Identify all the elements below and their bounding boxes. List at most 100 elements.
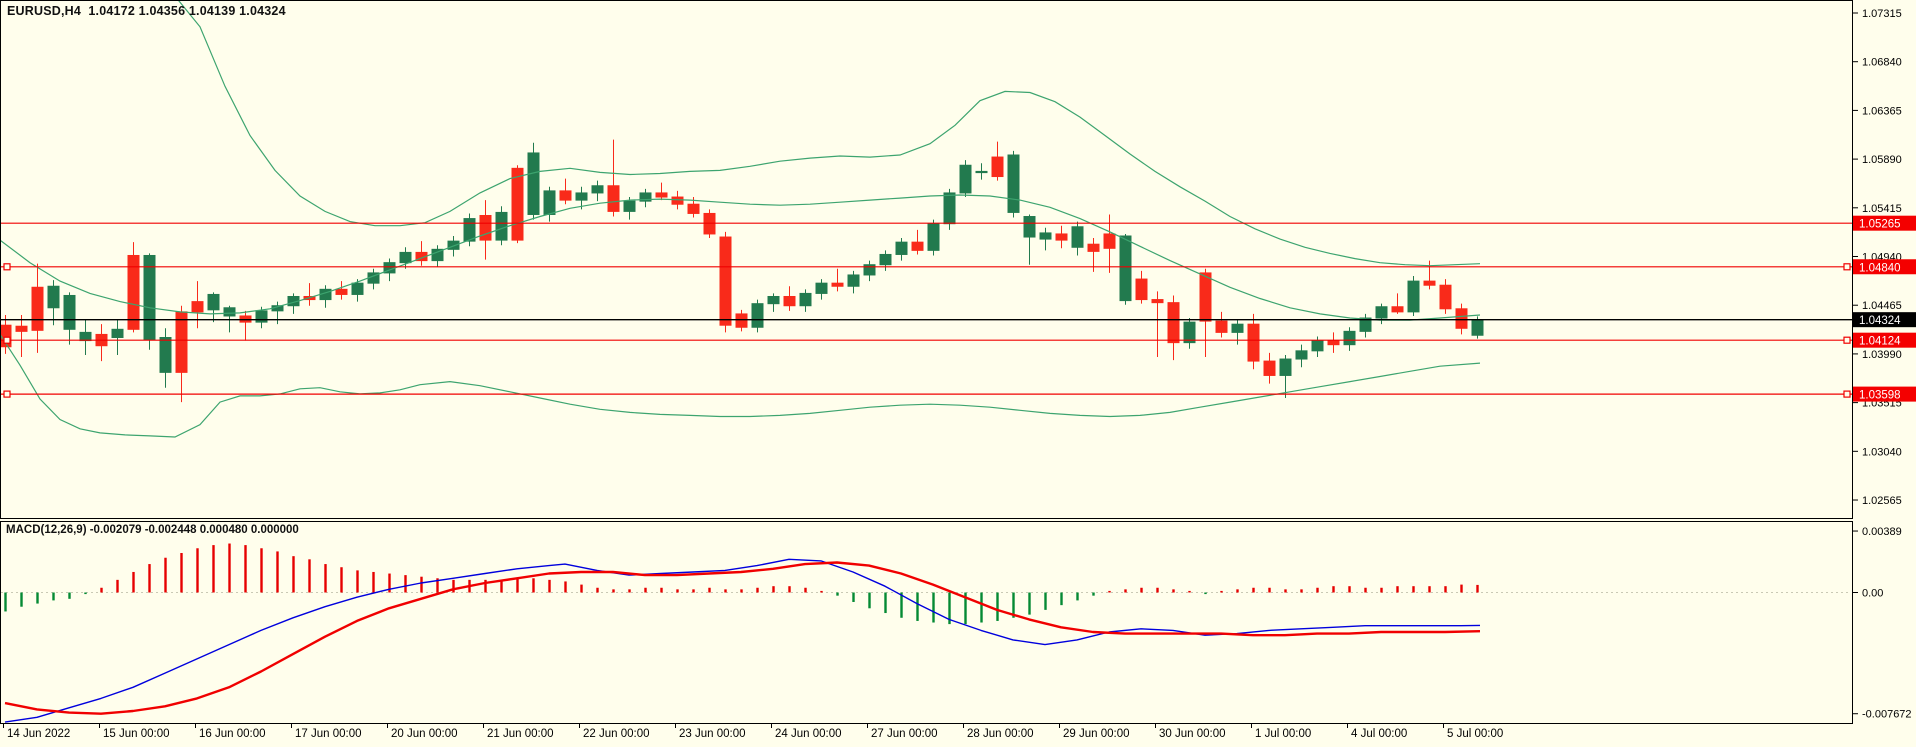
bear-candle [911,241,924,251]
price-axis-label: 1.05415 [1862,203,1902,215]
bear-candle [1391,306,1404,313]
bull-candle [399,251,412,264]
bull-candle [463,218,476,242]
macd-indicator-label: MACD(12,26,9) -0.002079 -0.002448 0.0004… [6,524,299,536]
bear-candle [1167,302,1180,344]
time-axis-label: 22 Jun 00:00 [583,728,650,740]
price-pane-border [0,0,1853,519]
bear-candle [15,325,28,332]
bull-candle [1375,306,1388,319]
macd-main-line [4,558,1481,723]
bear-candle [719,236,732,326]
line-handle[interactable] [1843,336,1851,344]
bear-candle [655,192,668,198]
bull-candle [495,211,508,241]
level-price-tag[interactable] [1853,332,1916,348]
bull-candle [431,248,444,262]
bull-candle [575,192,588,201]
bear-candle [1199,272,1212,322]
line-handle[interactable] [1843,390,1851,398]
bear-candle [671,196,684,205]
line-handle[interactable] [1843,263,1851,271]
bear-candle [1087,243,1100,252]
bear-candle [1103,233,1116,249]
bear-candle [783,295,796,307]
time-axis-label: 20 Jun 00:00 [391,728,458,740]
level-price-tag[interactable] [1853,215,1916,231]
bear-candle [559,190,572,201]
price-axis-label: 1.05890 [1862,154,1902,166]
bull-candle [943,192,956,225]
price-axis-label: 1.07315 [1862,8,1902,20]
bull-candle [975,170,988,174]
line-handle[interactable] [3,390,11,398]
bull-candle [1023,216,1036,238]
macd-axis-label: 0.00389 [1862,526,1902,538]
bear-candle [1327,340,1340,346]
bull-candle [1295,350,1308,360]
bull-candle [815,282,828,294]
bear-candle [335,288,348,295]
bull-candle [207,293,220,311]
level-price-tag[interactable] [1853,386,1916,402]
time-axis-label: 21 Jun 00:00 [487,728,554,740]
bull-candle [447,240,460,250]
macd-signal-line [4,561,1481,715]
time-axis-label: 27 Jun 00:00 [871,728,938,740]
bull-candle [255,310,268,323]
macd-pane-border [0,521,1853,724]
level-price-tag-text: 1.05265 [1859,219,1901,231]
bull-candle [1311,340,1324,352]
bull-candle [111,328,124,339]
bull-candle [1039,232,1052,240]
bull-candle [623,200,636,212]
bear-candle [687,203,700,214]
time-axis-label: 5 Jul 00:00 [1447,728,1503,740]
bear-candle [31,286,44,331]
bear-candle [1247,323,1260,362]
price-axis-label: 1.02565 [1862,495,1902,507]
time-axis-label: 28 Jun 00:00 [967,728,1034,740]
time-axis-label: 24 Jun 00:00 [775,728,842,740]
bear-candle [1151,299,1164,304]
bull-candle [143,254,156,341]
bear-candle [735,313,748,328]
bear-candle [1455,308,1468,329]
level-price-tag-text: 1.04840 [1859,262,1901,274]
time-axis-label: 29 Jun 00:00 [1063,728,1130,740]
bear-candle [479,214,492,241]
bull-candle [751,303,764,328]
bear-candle [1215,320,1228,333]
bear-candle [511,167,524,241]
bear-candle [1055,233,1068,241]
bull-candle [591,185,604,194]
level-price-tag-text: 1.04124 [1859,336,1901,348]
line-handle[interactable] [3,336,11,344]
bull-candle [543,190,556,215]
line-handle[interactable] [3,263,11,271]
bull-candle [863,264,876,276]
price-axis-label: 1.03990 [1862,349,1902,361]
bear-candle [1,324,12,348]
bear-candle [607,185,620,212]
level-price-tag[interactable] [1853,259,1916,275]
current-price-tag[interactable] [1853,312,1916,328]
bear-candle [1263,360,1276,376]
time-axis-label: 30 Jun 00:00 [1159,728,1226,740]
bull-candle [767,295,780,305]
bear-candle [175,311,188,373]
bull-candle [351,282,364,295]
bull-candle [639,192,652,202]
bull-candle [1183,321,1196,344]
bear-candle [191,301,204,313]
bull-candle [1071,226,1084,248]
bull-candle [223,307,236,317]
current-price-tag-text: 1.04324 [1859,315,1901,327]
time-axis-label: 17 Jun 00:00 [295,728,362,740]
bull-candle [159,337,172,373]
bull-candle [1119,235,1132,302]
price-axis-label: 1.06840 [1862,57,1902,69]
macd-axis-label: -0.007672 [1862,709,1912,721]
